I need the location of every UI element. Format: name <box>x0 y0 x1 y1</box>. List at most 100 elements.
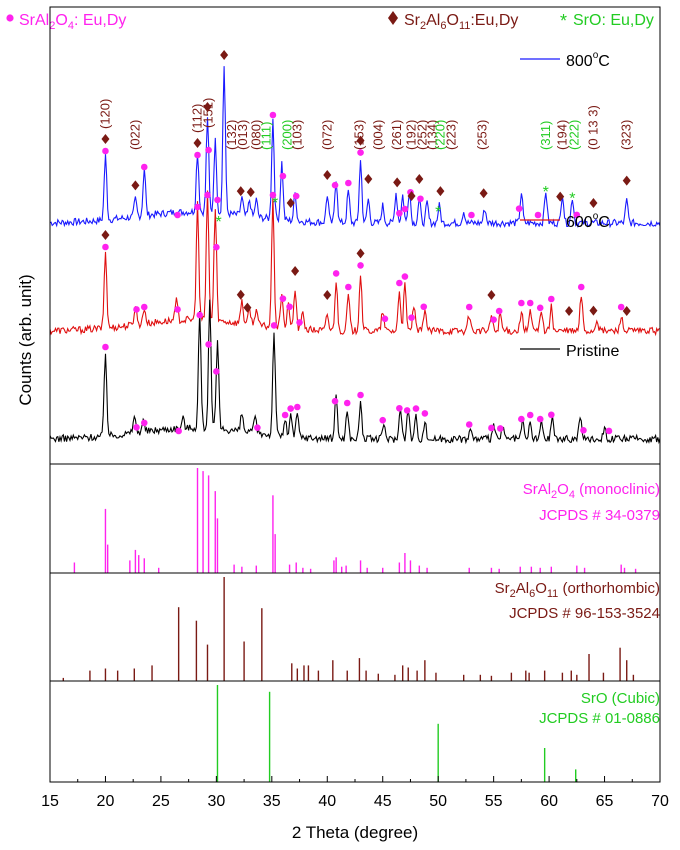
sr2Al6O11-marker <box>220 50 229 60</box>
srAl2O4-marker <box>343 399 351 407</box>
hkl-label: (253) <box>475 120 490 150</box>
formula-part: SrAl <box>19 12 49 29</box>
hkl-label: (223) <box>444 120 459 150</box>
reference-sr2Al6O11-title: Sr2Al6O11 (orthorhombic) <box>495 580 660 600</box>
x-tick-label: 70 <box>651 793 669 810</box>
srO-marker: * <box>435 204 441 221</box>
formula-part: O <box>446 12 458 29</box>
hkl-label: (132) <box>224 120 239 150</box>
hkl-label: (311) <box>538 121 553 150</box>
srAl2O4-marker <box>294 403 301 411</box>
hkl-label-layer: (120) (022) (112)(151) (132)(013)(080)(111)… <box>98 98 634 150</box>
hkl-label: (194) <box>554 120 569 150</box>
legend-srAl2O4-circle <box>6 14 14 22</box>
sr2Al6O11-marker <box>323 290 332 300</box>
sr2Al6O11-marker <box>323 170 332 180</box>
formula-part: O <box>55 12 67 29</box>
phase-legend: SrAl2O4: Eu,Dy Sr2Al6O11:Eu,Dy * SrO: Eu… <box>6 11 654 32</box>
y-axis-label: Counts (arb. unit) <box>16 274 35 405</box>
srAl2O4-marker <box>381 315 389 323</box>
formula-part: Al <box>516 580 529 597</box>
x-tick-label: 45 <box>374 793 392 810</box>
sr2Al6O11-marker <box>131 180 140 191</box>
srAl2O4-marker <box>468 211 475 219</box>
srAl2O4-marker <box>573 211 581 219</box>
main-pattern-panel: * * * * * (120) (022) (112)(151) (132)(013)(080… <box>49 50 661 445</box>
srAl2O4-marker <box>175 427 182 435</box>
x-tick-label: 40 <box>318 793 336 810</box>
srAl2O4-marker <box>396 279 403 287</box>
srAl2O4-marker <box>279 172 287 180</box>
sr2Al6O11-marker <box>622 175 631 186</box>
hkl-label: (112) <box>190 104 205 133</box>
srAl2O4-marker <box>213 243 220 251</box>
legend-srAl2O4-label: SrAl2O4: Eu,Dy <box>19 12 126 32</box>
hkl-label: (261) <box>389 120 404 150</box>
sr2Al6O11-marker <box>101 230 110 240</box>
formula-suffix: : Eu,Dy <box>74 12 126 29</box>
srAl2O4-marker <box>605 427 613 435</box>
x-tick-label: 65 <box>596 793 614 810</box>
srAl2O4-marker <box>495 307 503 315</box>
sr2Al6O11-marker <box>589 198 598 208</box>
srAl2O4-marker <box>140 163 148 171</box>
srAl2O4-marker <box>526 299 534 307</box>
srAl2O4-marker <box>357 391 364 399</box>
srAl2O4-marker <box>281 411 289 419</box>
hkl-label: (134) <box>425 120 440 150</box>
series-labels: 800oC 600oC Pristine <box>520 50 619 360</box>
x-tick-label: 25 <box>152 793 170 810</box>
srAl2O4-marker <box>401 205 409 213</box>
srAl2O4-marker <box>396 404 403 412</box>
hkl-label: (222) <box>567 120 582 150</box>
series-line-600C <box>49 190 661 337</box>
x-tick-label: 35 <box>263 793 281 810</box>
formula-suffix: :Eu,Dy <box>470 12 518 29</box>
srAl2O4-marker <box>254 424 261 431</box>
srAl2O4-marker <box>102 343 109 351</box>
srAl2O4-marker <box>421 410 429 417</box>
reference-panels <box>62 468 637 782</box>
hkl-label: (192) <box>404 120 419 150</box>
srAl2O4-marker <box>286 303 293 311</box>
srAl2O4-marker <box>496 425 504 432</box>
srAl2O4-marker <box>617 303 625 311</box>
hkl-label: (323) <box>619 120 634 150</box>
sr2Al6O11-marker <box>291 265 300 276</box>
srAl2O4-marker <box>205 341 212 348</box>
srAl2O4-marker <box>213 368 220 375</box>
formula-part: O <box>557 481 569 498</box>
srAl2O4-marker <box>548 411 555 419</box>
srAl2O4-marker <box>408 314 415 321</box>
sr2Al6O11-marker <box>556 191 565 202</box>
reference-srAl2O4-card: JCPDS # 34-0379 <box>539 507 660 524</box>
srAl2O4-marker <box>102 243 109 251</box>
sr2Al6O11-marker <box>193 138 202 148</box>
srAl2O4-marker <box>194 151 201 159</box>
formula-part: 2 <box>510 588 516 600</box>
srAl2O4-marker <box>515 205 523 212</box>
formula-part: 4 <box>569 489 575 501</box>
formula-part: 11 <box>459 20 470 32</box>
srAl2O4-marker <box>331 397 339 405</box>
srAl2O4-marker <box>279 295 287 302</box>
hkl-label: (111) <box>258 122 273 150</box>
reference-srAl2O4-title: SrAl2O4 (monoclinic) <box>523 481 660 501</box>
srAl2O4-marker <box>174 306 181 313</box>
formula-part: 4 <box>68 20 74 32</box>
legend-pristine-label: Pristine <box>566 343 619 360</box>
formula-part: SrAl <box>523 481 551 498</box>
legend-600-label: 600oC <box>566 211 610 231</box>
sr2Al6O11-marker <box>236 186 245 197</box>
formula-part: Sr <box>404 12 421 29</box>
hkl-label: (022) <box>127 120 142 150</box>
srAl2O4-marker <box>420 303 428 311</box>
formula-part: 6 <box>529 588 535 600</box>
x-tick-label: 60 <box>540 793 558 810</box>
srO-marker: * <box>543 184 549 201</box>
srAl2O4-marker <box>296 319 303 326</box>
srAl2O4-marker <box>140 419 148 427</box>
formula-part: O <box>535 580 547 597</box>
srO-marker: * <box>569 190 575 207</box>
sr2Al6O11-marker <box>407 190 416 201</box>
